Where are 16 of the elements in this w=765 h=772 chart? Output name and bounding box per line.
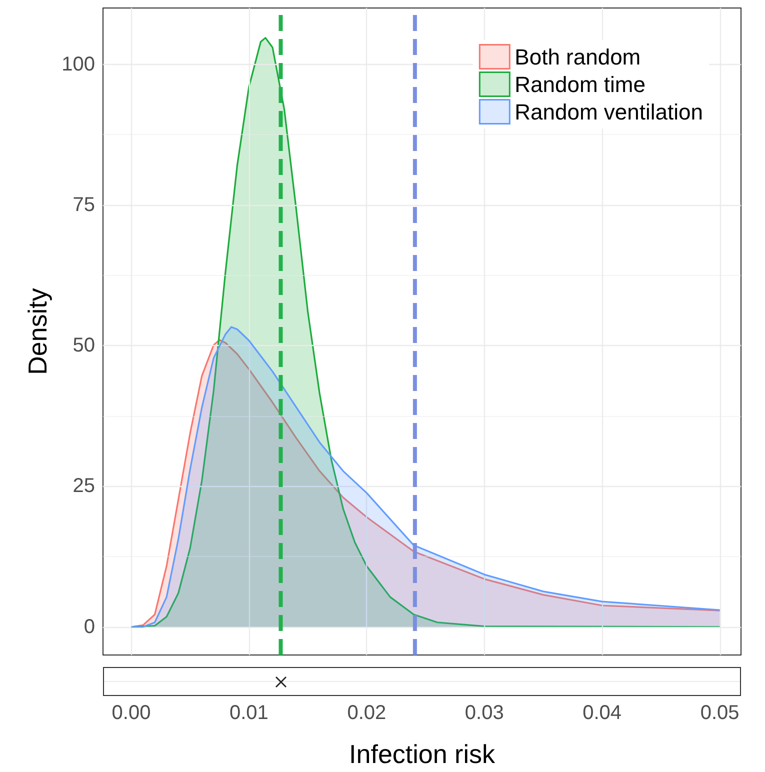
y-tick-label: 0: [84, 616, 95, 638]
x-tick-label: 0.05: [700, 702, 740, 724]
x-tick-label: 0.03: [464, 702, 504, 724]
legend-label: Random ventilation: [514, 99, 704, 124]
x-axis-title: Infection risk: [349, 739, 496, 769]
y-tick-label: 50: [72, 334, 95, 357]
y-axis-title: Density: [22, 288, 53, 375]
legend-label: Both random: [514, 44, 641, 70]
y-tick-label: 100: [62, 53, 95, 76]
x-tick-label: 0.00: [112, 702, 151, 724]
x-tick-label: 0.01: [229, 702, 268, 724]
x-tick-label: 0.04: [582, 702, 622, 724]
x-tick-label: 0.02: [347, 702, 386, 724]
y-tick-label: 75: [72, 194, 95, 216]
y-tick-label: 25: [72, 475, 95, 498]
legend-label: Random time: [514, 72, 646, 97]
